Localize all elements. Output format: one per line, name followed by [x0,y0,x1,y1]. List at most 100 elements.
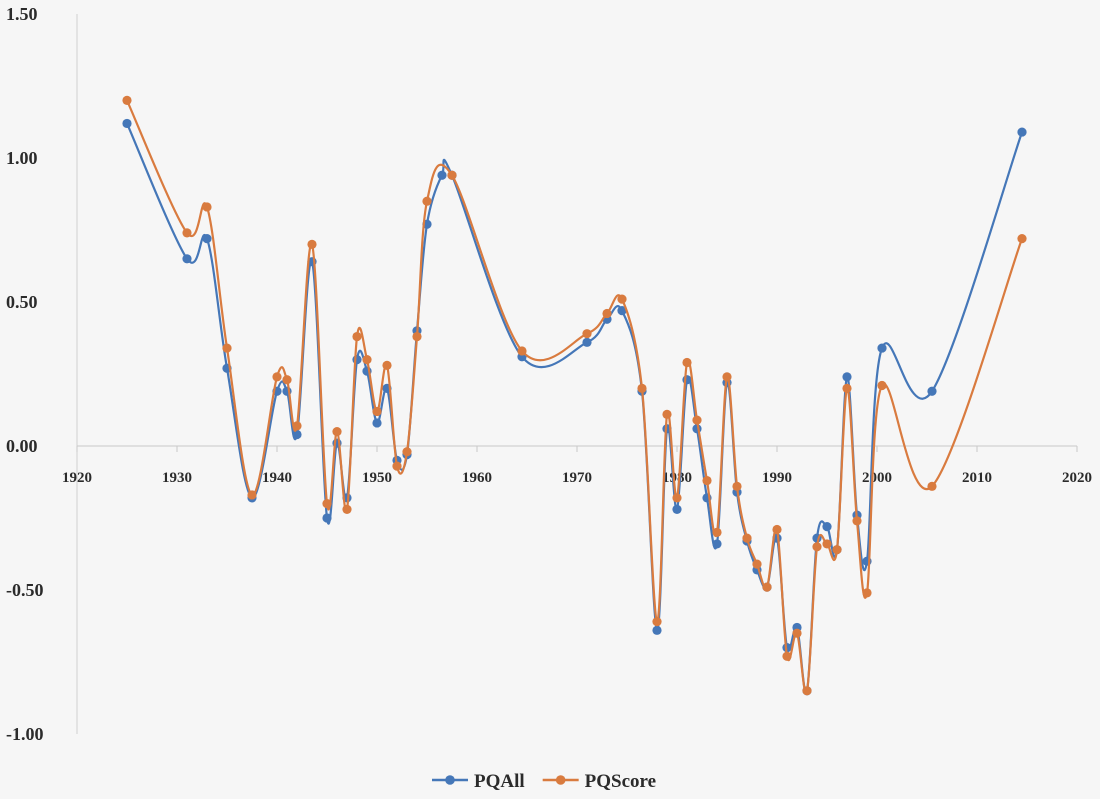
x-tick-label: 1990 [762,470,792,486]
x-tick-label: 2000 [862,470,892,486]
data-point [332,427,342,437]
legend-marker [445,775,455,785]
legend-label: PQAll [474,771,525,792]
data-point [372,418,382,428]
data-point [822,539,832,549]
data-point [752,559,762,569]
data-point [842,383,852,393]
legend-item-pqscore: PQScore [542,771,656,792]
series-pqscore [122,95,1027,696]
data-point [602,308,612,319]
data-point [692,415,702,425]
y-tick-label: 1.50 [6,4,38,24]
data-point [812,542,822,552]
data-point [222,343,232,353]
series-pqall [122,118,1027,696]
series-line [125,99,1024,694]
data-point [437,170,447,180]
data-point [832,545,842,555]
data-point [672,504,682,514]
data-point [402,447,412,457]
data-point [762,582,772,592]
data-point [582,337,592,347]
data-point [772,524,782,535]
legend-marker [555,775,566,785]
y-tick-label: 1.00 [6,148,38,168]
y-tick-label: 0.00 [6,436,38,456]
data-point [392,461,402,471]
x-tick-label: 2010 [962,470,992,486]
data-point [1017,127,1027,137]
data-point [307,239,317,249]
data-point [122,118,132,129]
data-point [372,406,382,417]
data-point [202,234,212,244]
data-point [662,409,672,419]
data-point [877,343,887,353]
data-point [617,306,627,316]
x-tick-label: 2020 [1062,470,1092,486]
data-point [412,331,422,342]
data-point [712,527,722,538]
legend: PQAll PQScore [432,771,656,792]
data-point [742,533,752,543]
data-point [792,628,802,638]
x-tick-label: 1950 [362,470,392,486]
data-point [927,481,937,491]
data-point [322,513,332,523]
data-point [782,651,792,661]
x-tick-label: 1980 [662,470,692,486]
x-tick-label: 1920 [62,470,92,486]
y-tick-label: -1.00 [6,724,44,744]
data-point [362,355,372,365]
data-point [292,421,302,431]
data-point [712,539,722,549]
data-point [517,346,527,356]
series-layer [122,95,1027,696]
data-point [382,360,392,370]
data-point [272,372,282,382]
data-point [422,196,432,206]
y-tick-label: 0.50 [6,292,38,312]
data-point [352,331,362,342]
data-point [682,375,692,385]
data-point [292,429,302,440]
data-point [182,254,192,264]
data-point [582,329,592,339]
data-point [732,481,742,491]
y-tick-label: -0.50 [6,580,44,600]
data-point [122,95,132,105]
data-point [352,355,362,365]
x-tick-label: 1970 [562,470,592,486]
data-point [342,504,352,514]
data-point [877,380,887,391]
data-point [652,625,662,635]
data-point [672,493,682,503]
data-point [702,475,712,486]
data-point [862,588,872,598]
data-point [447,170,457,180]
data-point [842,372,852,382]
data-point [802,686,812,696]
data-point [182,228,192,238]
series-line [125,122,1024,694]
data-point [617,294,627,304]
x-tick-label: 1940 [262,470,292,486]
data-point [822,522,832,532]
data-point [282,375,292,385]
legend-item-pqall: PQAll [432,771,525,792]
data-point [682,357,692,368]
x-tick-label: 1930 [162,470,192,486]
data-point [927,386,937,396]
data-point [202,202,212,212]
axes: 1.50 1.00 0.50 0.00 -0.50 -1.00 1920 1930 1940 19… [6,4,1092,744]
data-point [637,383,647,393]
data-point [1017,234,1027,244]
data-point [652,617,662,627]
legend-label: PQScore [585,771,656,792]
data-point [247,490,257,500]
data-point [722,372,732,382]
data-point [322,499,332,509]
